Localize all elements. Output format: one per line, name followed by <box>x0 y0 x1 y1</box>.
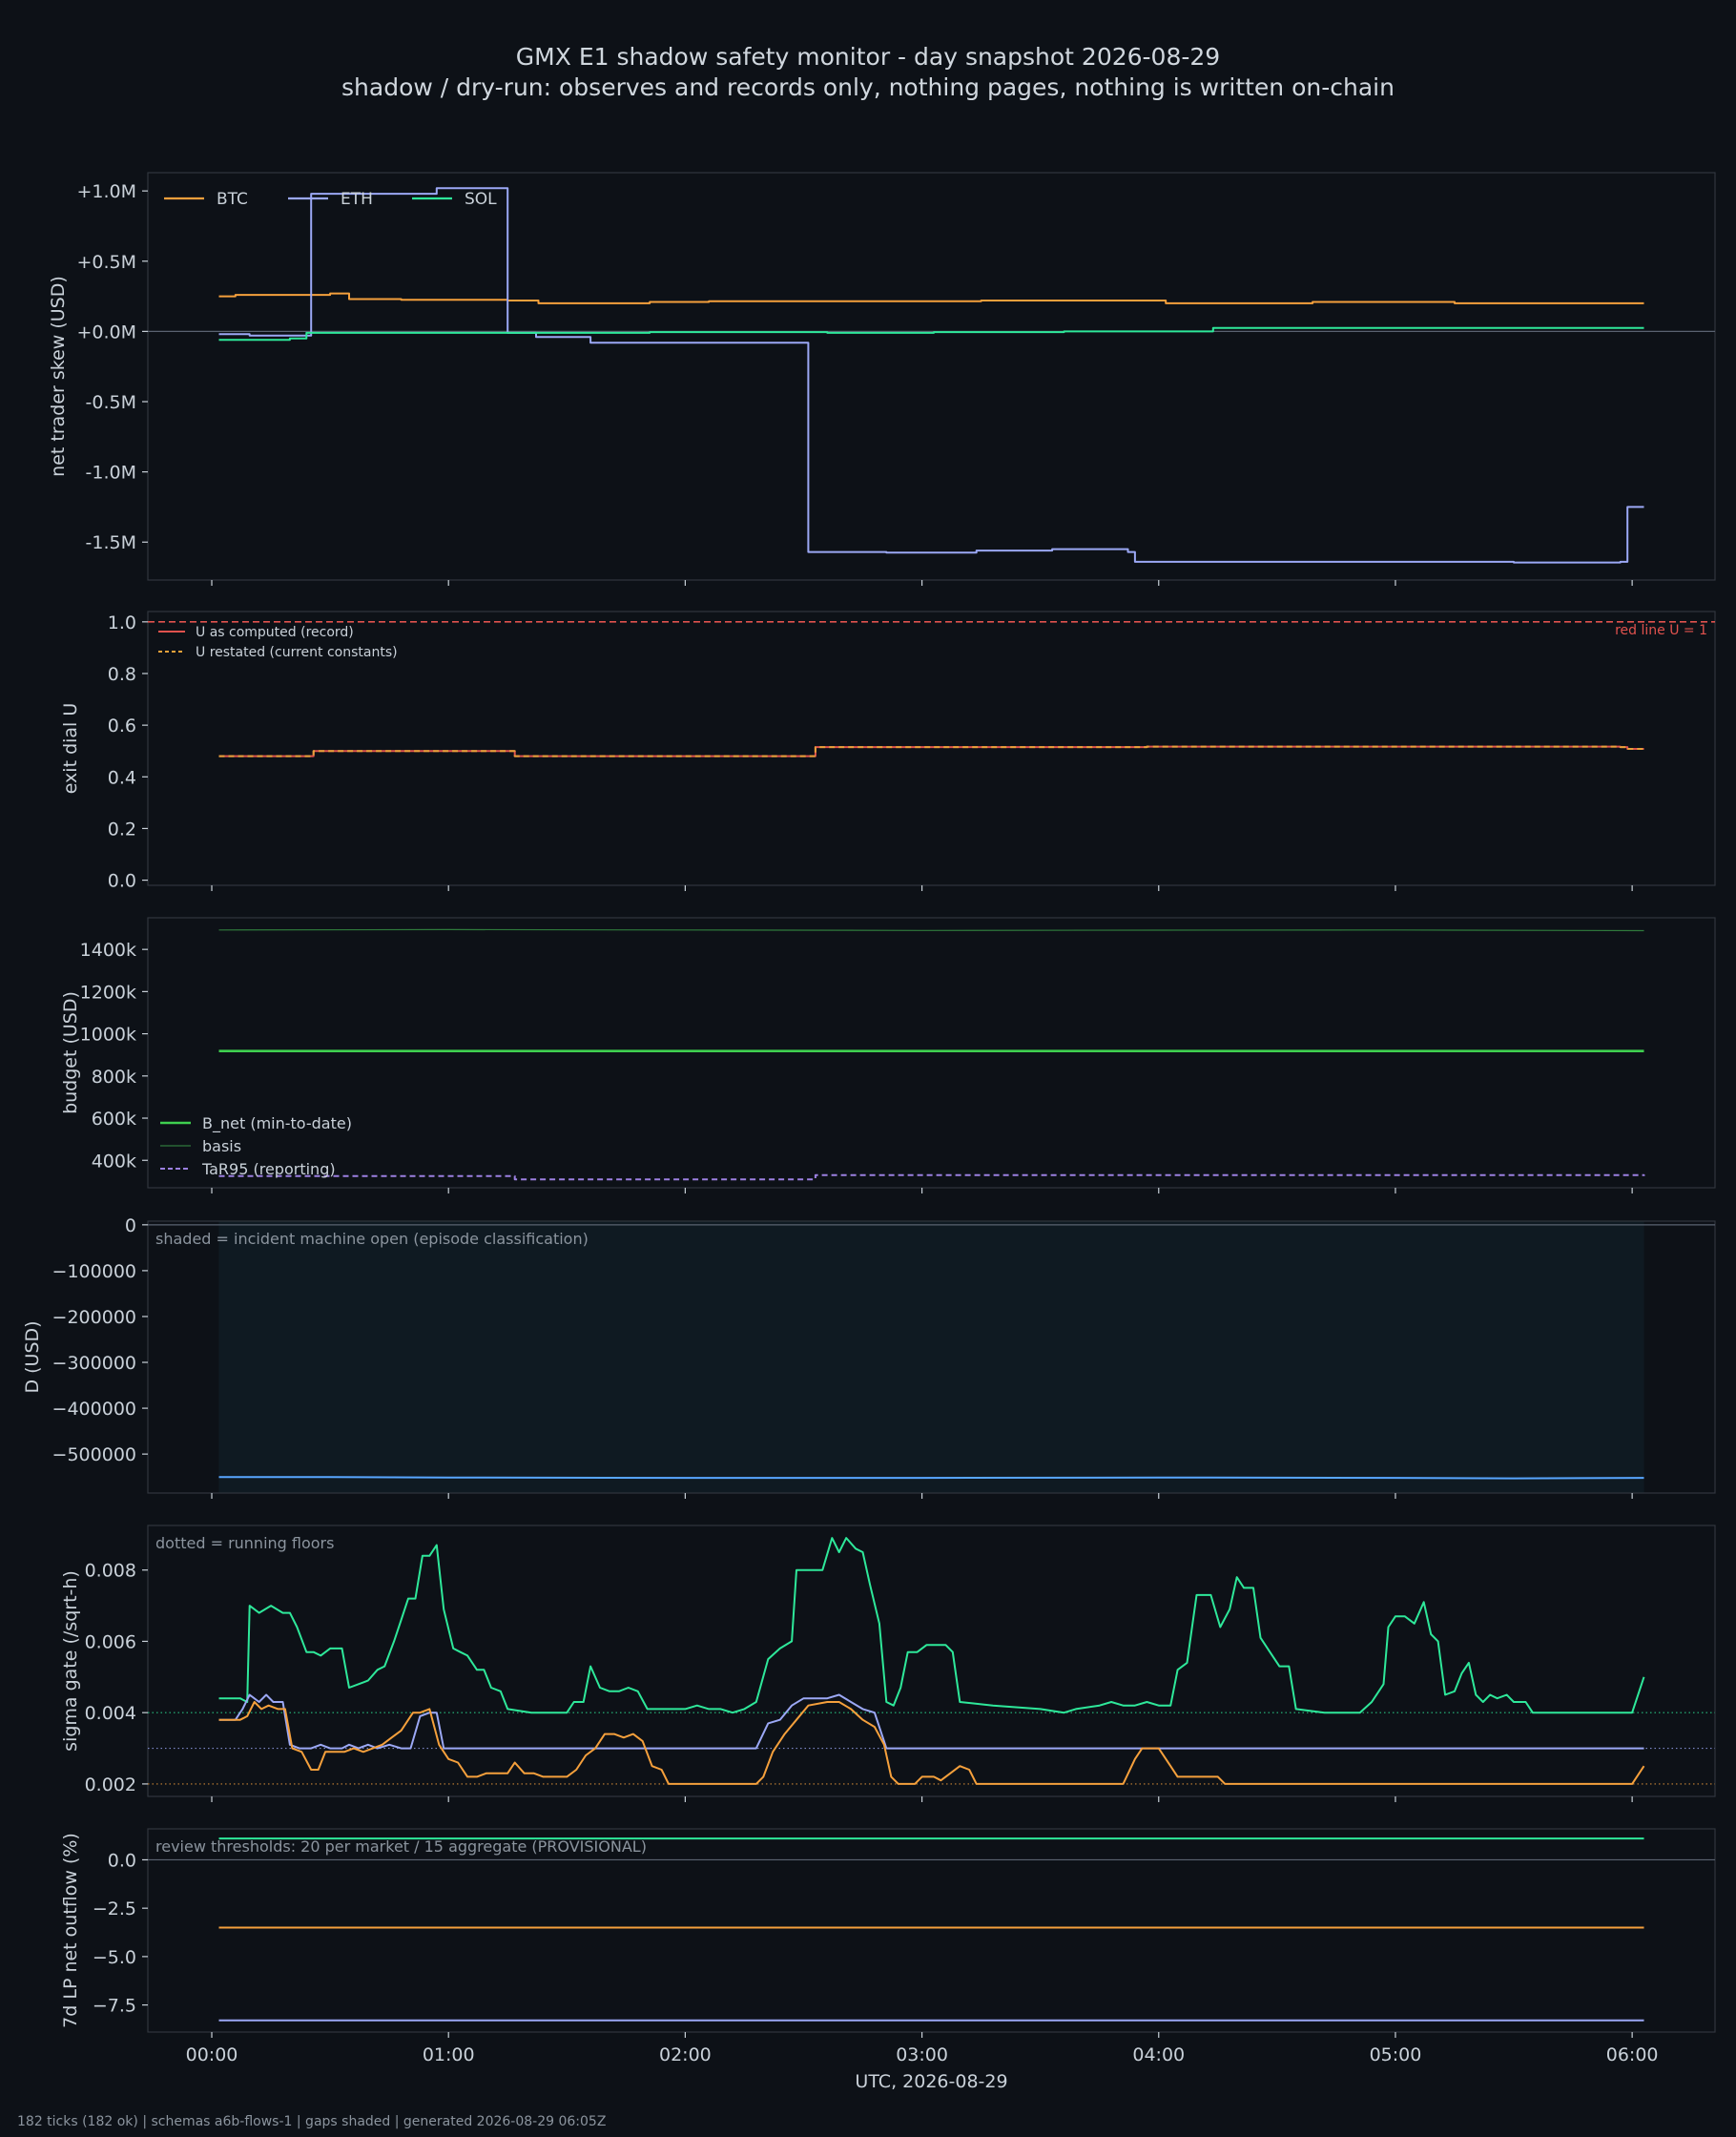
y-tick-label: −2.5 <box>93 1898 136 1919</box>
x-tick-label: 00:00 <box>186 2044 238 2065</box>
y-tick-label: 0.4 <box>108 767 136 788</box>
y-tick-label: 0.006 <box>85 1631 136 1652</box>
x-tick-label: 04:00 <box>1132 2044 1185 2065</box>
footer-status: 182 ticks (182 ok) | schemas a6b-flows-1… <box>17 2114 607 2129</box>
panel-skew: +1.0M +0.5M +0.0M -0.5M -1.0M -1.5M net trader… <box>48 172 1716 586</box>
y-tick-label: 800k <box>92 1067 136 1088</box>
panel-frame <box>147 611 1716 886</box>
panel-D: 0 −100000 −200000 −300000 −400000 −500000 D (U… <box>22 1215 1716 1499</box>
y-tick-label: +0.5M <box>76 252 136 273</box>
legend-label: BTC <box>217 190 248 209</box>
y-axis-label: 7d LP net outflow (%) <box>60 1833 81 2028</box>
legend-label: TaR95 (reporting) <box>201 1160 336 1178</box>
legend-label: B_net (min-to-date) <box>202 1114 352 1133</box>
x-tick-label: 01:00 <box>423 2044 475 2065</box>
series-line-eth <box>218 1693 1644 1750</box>
x-tick-label: 03:00 <box>896 2044 948 2065</box>
x-tick-label: 02:00 <box>659 2044 712 2065</box>
y-tick-label: 600k <box>92 1109 136 1130</box>
y-tick-label: -0.5M <box>86 392 136 413</box>
y-tick-label: -1.5M <box>86 532 136 553</box>
series-line-u <box>218 745 1644 757</box>
figure-subtitle: shadow / dry-run: observes and records o… <box>341 73 1395 101</box>
panel-frame <box>147 917 1716 1189</box>
panel-frame <box>147 1220 1716 1494</box>
y-tick-label: +1.0M <box>76 181 136 202</box>
y-tick-label: 0.8 <box>108 664 136 685</box>
y-axis-label: net trader skew (USD) <box>48 276 69 477</box>
series-line-btc <box>218 1701 1645 1785</box>
y-tick-label: −300000 <box>52 1353 136 1374</box>
series-line-d <box>218 1476 1644 1480</box>
series-line-basis <box>218 928 1644 932</box>
legend-label: U restated (current constants) <box>196 645 398 660</box>
series-line-sol <box>218 326 1644 342</box>
y-tick-label: 0.2 <box>108 819 136 840</box>
y-axis-label: D (USD) <box>22 1320 43 1393</box>
y-axis-label: budget (USD) <box>60 991 81 1114</box>
series-line-eth <box>218 187 1644 564</box>
y-tick-label: 0.0 <box>108 1850 136 1871</box>
y-axis-label: exit dial U <box>60 703 81 795</box>
y-tick-label: −5.0 <box>93 1947 136 1968</box>
panel-lp_outflow: 0.0 −2.5 −5.0 −7.5 00:00 01:00 02:00 03:00 04:00… <box>60 1828 1716 2065</box>
panel-frame <box>147 1525 1716 1797</box>
x-tick-label: 05:00 <box>1370 2044 1422 2065</box>
series-line-btc <box>218 292 1644 304</box>
panel-note: review thresholds: 20 per market / 15 ag… <box>155 1837 647 1856</box>
y-tick-label: −100000 <box>52 1261 136 1282</box>
y-tick-label: 0 <box>125 1215 136 1236</box>
y-tick-label: 400k <box>92 1151 136 1172</box>
y-tick-label: 0.6 <box>108 716 136 737</box>
panel-sigma: 0.008 0.006 0.004 0.002 sigma gate (/sqrt-h)… <box>60 1525 1716 1802</box>
x-axis-label: UTC, 2026-08-29 <box>855 2071 1007 2092</box>
y-tick-label: −7.5 <box>93 1996 136 2017</box>
incident-shade <box>218 1221 1644 1493</box>
y-tick-label: -1.0M <box>86 463 136 484</box>
panel-note: dotted = running floors <box>155 1534 334 1552</box>
panel-exit_dial: red line U = 1 1.0 0.8 0.6 0.4 0.2 0.0 exit dia… <box>60 611 1716 892</box>
panel-frame <box>147 172 1716 581</box>
y-tick-label: 1000k <box>80 1025 136 1046</box>
y-tick-label: 1400k <box>80 940 136 961</box>
y-tick-label: −200000 <box>52 1307 136 1328</box>
legend-label: U as computed (record) <box>196 625 354 640</box>
y-axis-label: sigma gate (/sqrt-h) <box>60 1570 81 1752</box>
y-tick-label: 1.0 <box>108 612 136 633</box>
legend-label: basis <box>202 1137 241 1155</box>
figure-title: GMX E1 shadow safety monitor - day snaps… <box>0 42 1736 103</box>
x-tick-label: 06:00 <box>1606 2044 1659 2065</box>
panel-budget: 1400k 1200k 1000k 800k 600k 400k budget (USD) B… <box>60 917 1716 1193</box>
y-tick-label: +0.0M <box>76 322 136 342</box>
red-line-label: red line U = 1 <box>1615 623 1707 638</box>
y-tick-label: 1200k <box>80 982 136 1003</box>
series-line-tar95 <box>218 1173 1645 1181</box>
legend-label: SOL <box>465 190 497 209</box>
panel-note: shaded = incident machine open (episode … <box>155 1230 589 1248</box>
panel-frame <box>147 1828 1716 2033</box>
y-tick-label: 0.0 <box>108 871 136 892</box>
y-tick-label: 0.008 <box>85 1561 136 1582</box>
figure-title-main: GMX E1 shadow safety monitor - day snaps… <box>515 43 1221 71</box>
y-tick-label: 0.004 <box>85 1703 136 1724</box>
y-tick-label: 0.002 <box>85 1774 136 1795</box>
legend-label: ETH <box>341 190 373 209</box>
y-tick-label: −500000 <box>52 1444 136 1465</box>
series-line-sol <box>218 1537 1645 1714</box>
series-line-u <box>218 745 1644 757</box>
y-tick-label: −400000 <box>52 1399 136 1420</box>
